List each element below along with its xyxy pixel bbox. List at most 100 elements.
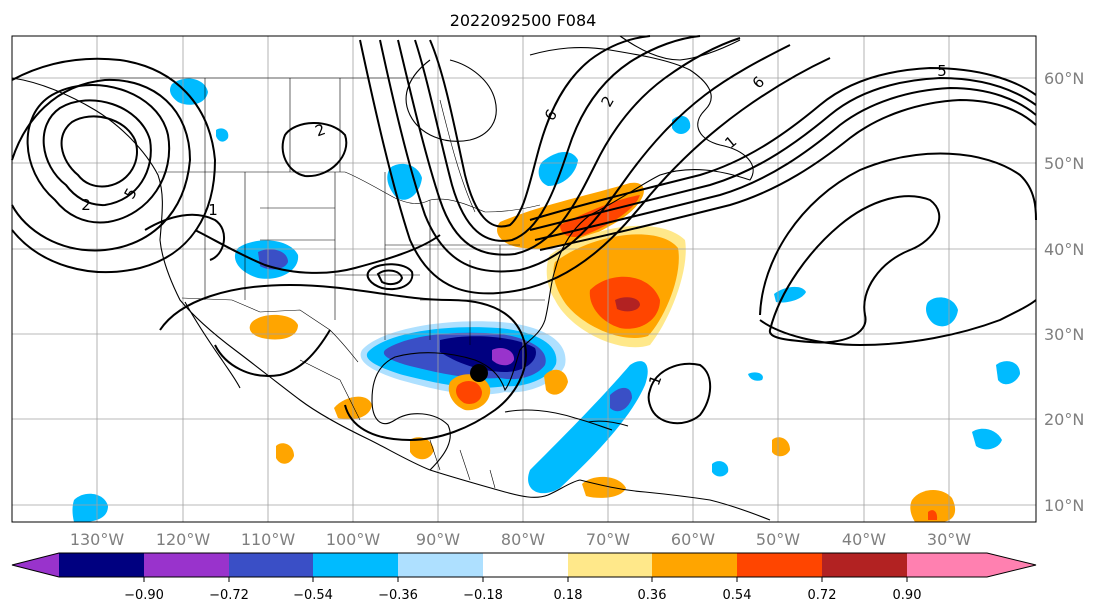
- lon-label: 30°W: [927, 530, 971, 549]
- lat-label: 10°N: [1044, 496, 1084, 515]
- colorbar-tick-label: −0.36: [378, 588, 418, 603]
- contour-label: 5: [937, 62, 947, 80]
- shade-orange-small4: [772, 437, 790, 457]
- border-mexico-states: [299, 359, 361, 421]
- colorbar-segment: [907, 553, 987, 577]
- lon-label: 100°W: [326, 530, 381, 549]
- lat-label: 50°N: [1044, 154, 1084, 173]
- coast-cuba: [504, 409, 613, 431]
- map-frame: [11, 35, 1037, 523]
- shade-cyan-small5: [712, 461, 729, 477]
- contour-ne-2: [529, 76, 1037, 231]
- shade-red-gulf: [456, 380, 482, 404]
- shade-cyan-atl-east2: [996, 361, 1020, 385]
- contour-southwest: [214, 329, 331, 377]
- map-title: 2022092500 F084: [450, 11, 597, 30]
- contour-atl-outer: [759, 152, 1037, 316]
- coast-gulf: [371, 214, 591, 471]
- coastlines: [11, 35, 771, 521]
- shade-red-se: [928, 510, 938, 520]
- coast-hispaniola: [587, 420, 629, 427]
- lon-label: 40°W: [842, 530, 886, 549]
- coast-baja: [184, 301, 241, 389]
- colorbar-segment: [144, 553, 229, 577]
- lon-label: 80°W: [501, 530, 545, 549]
- shade-orange-small2: [410, 437, 434, 460]
- lon-label: 120°W: [156, 530, 211, 549]
- colorbar-outline: [11, 552, 1037, 578]
- contour-west-us: [194, 229, 441, 274]
- coast-canada-east: [529, 47, 754, 216]
- colorbar-segment: [313, 553, 398, 577]
- colorbar-tick-label: −0.72: [209, 588, 249, 603]
- lat-label: 30°N: [1044, 325, 1084, 344]
- border-us-mexico: [181, 297, 359, 363]
- contour-pac-low-1: [60, 115, 138, 188]
- coast-south-america: [579, 479, 771, 521]
- shade-orange-small3: [276, 443, 294, 464]
- longitude-labels: 130°W 120°W 110°W 100°W 90°W 80°W 70°W 6…: [70, 530, 971, 549]
- contour-pac-low-4: [11, 78, 192, 252]
- shade-cyan-atl-east: [926, 297, 958, 327]
- coast-pacific-north: [11, 77, 431, 471]
- colorbar-segment: [987, 553, 1036, 577]
- lon-label: 60°W: [671, 530, 715, 549]
- colorbar-segment: [737, 553, 822, 577]
- border-quebec: [439, 99, 476, 213]
- contour-label: 2: [81, 196, 91, 214]
- shade-orange-carib: [582, 476, 626, 498]
- colorbar-tick-label: −0.90: [124, 588, 164, 603]
- border-central-america: [429, 439, 496, 489]
- lat-label: 60°N: [1044, 69, 1084, 88]
- colorbar-tick-label: 0.90: [893, 588, 922, 603]
- shade-purple-gulf: [492, 348, 515, 366]
- colorbar-segment: [568, 553, 652, 577]
- coast-hudson: [405, 59, 497, 142]
- shade-cyan-small7: [216, 128, 229, 142]
- contour-carib-closed: [647, 362, 712, 425]
- shade-orange-se: [910, 489, 956, 522]
- contour-label: 1: [208, 201, 218, 219]
- contour-trough-3: [397, 37, 741, 256]
- colorbar-tick-label: 0.36: [638, 588, 667, 603]
- latitude-labels: 60°N 50°N 40°N 30°N 20°N 10°N: [1044, 69, 1084, 515]
- shade-blue-carib: [610, 387, 632, 412]
- colorbar-segment: [822, 553, 907, 577]
- lon-label: 110°W: [241, 530, 296, 549]
- contour-sw-closed-2: [376, 269, 404, 286]
- shade-navy-gulf: [440, 336, 536, 372]
- contour-pac-low-2: [42, 99, 152, 207]
- shade-cyan-small6: [672, 115, 691, 134]
- lon-label: 130°W: [70, 530, 125, 549]
- lat-label: 40°N: [1044, 240, 1084, 259]
- contour-trough-5: [359, 39, 831, 295]
- colorbar-segment: [652, 553, 737, 577]
- contour-west-wave: [144, 213, 225, 261]
- colorbar-segment: [12, 553, 59, 577]
- lon-label: 50°W: [756, 530, 800, 549]
- shade-cyan-small8: [748, 372, 763, 381]
- colorbar-tick-label: 0.54: [723, 588, 752, 603]
- map-background: [12, 36, 1036, 522]
- contour-sw-closed: [366, 263, 414, 291]
- colorbar-tick-label: −0.54: [293, 588, 333, 603]
- lon-label: 70°W: [586, 530, 630, 549]
- shade-red-ne: [560, 195, 640, 237]
- colorbar-segment: [398, 553, 483, 577]
- shade-darkred-atl: [615, 297, 640, 312]
- contour-canada-closed: [281, 122, 348, 178]
- lon-label: 90°W: [416, 530, 460, 549]
- contours: [11, 35, 1037, 442]
- colorbar-tick-label: −0.18: [463, 588, 503, 603]
- shade-cyan-canada3: [538, 151, 578, 186]
- colorbar: −0.90 −0.72 −0.54 −0.36 −0.18 0.18 0.36 …: [11, 552, 1037, 603]
- lat-label: 20°N: [1044, 410, 1084, 429]
- contour-pac-low-3: [26, 84, 171, 224]
- colorbar-tick-label: 0.72: [808, 588, 837, 603]
- map-area: 2 5 6 5 6 2 1 1 2 1: [11, 35, 1037, 523]
- contour-ne-4: [539, 98, 1037, 251]
- contour-trough-4: [379, 39, 791, 273]
- contour-atl-lower: [759, 299, 1037, 347]
- contour-ne-3: [534, 86, 1037, 241]
